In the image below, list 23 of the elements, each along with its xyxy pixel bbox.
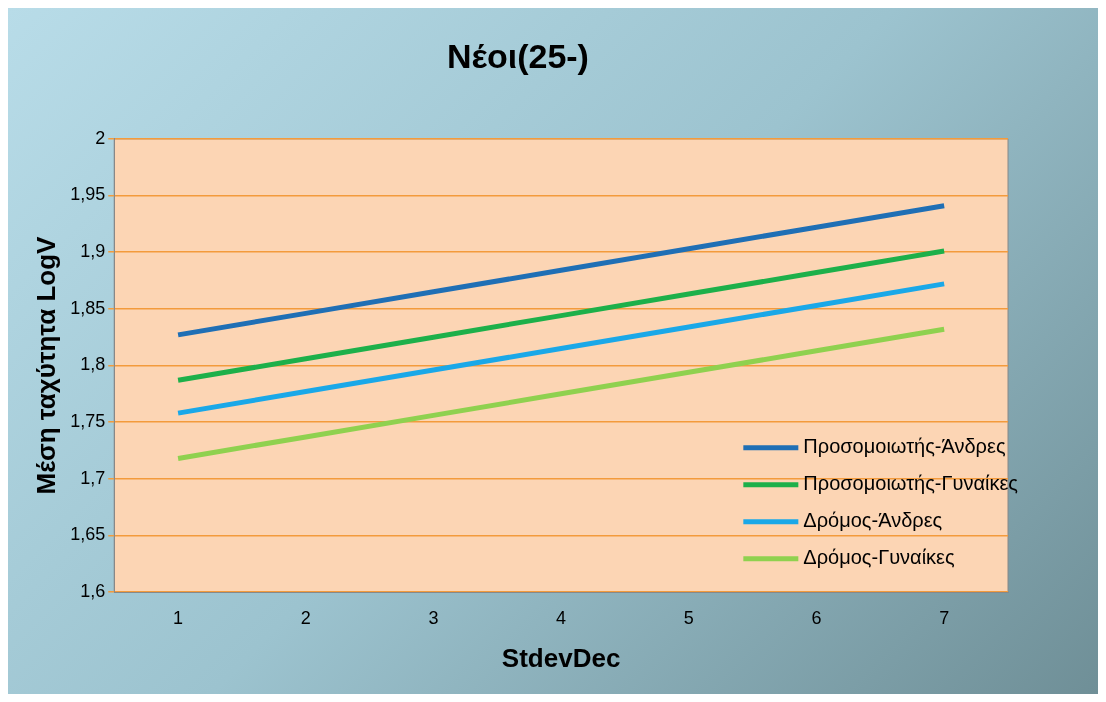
x-tick-label: 5 (683, 607, 694, 628)
y-tick-label: 2 (95, 127, 106, 148)
legend-label: Προσομοιωτής-Γυναίκες (803, 472, 1019, 495)
legend-label: Προσομοιωτής-Άνδρες (803, 435, 1006, 458)
legend-label: Δρόμος-Γυναίκες (803, 546, 956, 569)
x-tick-label: 6 (811, 607, 822, 628)
y-tick-label: 1,7 (80, 467, 106, 488)
x-tick-label: 4 (556, 607, 567, 628)
chart-title: Νέοι(25-) (447, 36, 589, 75)
y-tick-label: 1,8 (80, 354, 106, 375)
x-axis-title: StdevDec (501, 642, 621, 673)
y-tick-label: 1,65 (70, 524, 106, 545)
y-axis-title: Μέση ταχύτητα LogV (30, 235, 61, 495)
x-tick-label: 3 (428, 607, 439, 628)
y-tick-label: 1,75 (70, 411, 106, 432)
x-tick-label: 7 (939, 607, 950, 628)
x-tick-label: 2 (300, 607, 311, 628)
legend-label: Δρόμος-Άνδρες (803, 509, 943, 532)
y-tick-label: 1,85 (70, 297, 106, 318)
x-tick-label: 1 (173, 607, 184, 628)
y-tick-label: 1,6 (80, 581, 106, 602)
y-tick-label: 1,9 (80, 241, 106, 262)
y-tick-label: 1,95 (70, 184, 106, 205)
